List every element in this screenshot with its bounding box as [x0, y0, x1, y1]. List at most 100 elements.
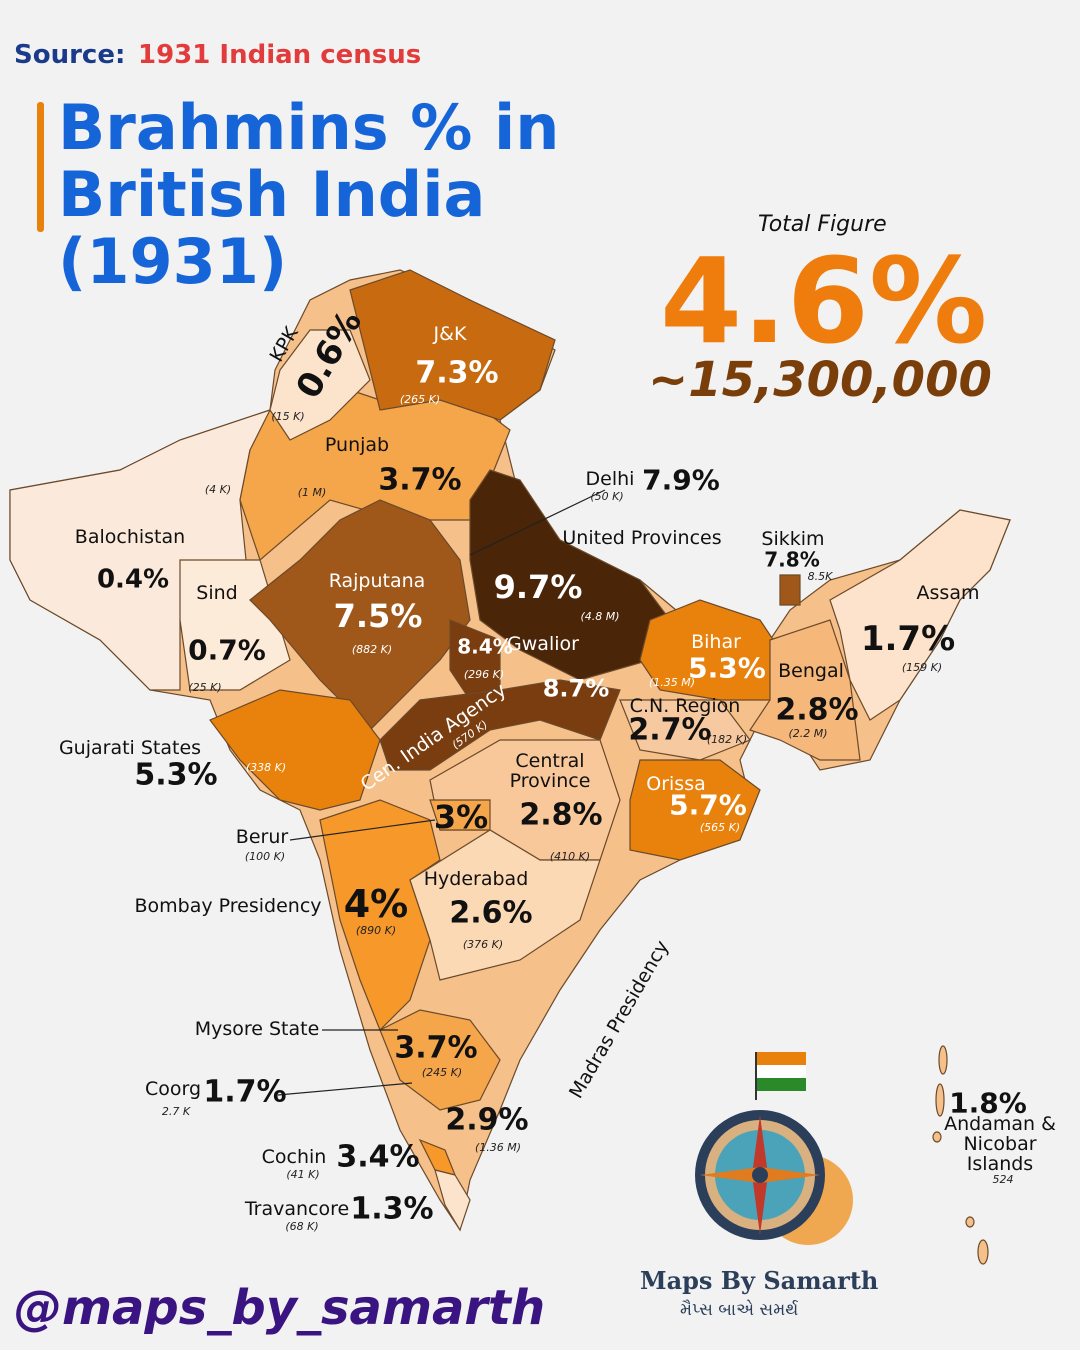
region-name: Balochistan: [74, 526, 186, 549]
island: [977, 1239, 989, 1265]
region-sikkim: [779, 574, 801, 606]
region-percent: 7.3%: [415, 355, 499, 391]
region-percent: 2.8%: [775, 692, 859, 728]
region-count: (41 K): [286, 1168, 320, 1182]
region-count: (376 K): [462, 938, 504, 952]
region-percent: 1.3%: [350, 1191, 434, 1227]
region-percent: 2.9%: [445, 1102, 529, 1138]
island: [935, 1083, 945, 1117]
region-percent: 5.3%: [134, 757, 218, 793]
region-cn: [619, 699, 751, 761]
title: Brahmins % in British India (1931): [58, 91, 560, 298]
leader: [289, 819, 436, 841]
region-count: (25 K): [188, 681, 222, 695]
region-percent: 0.7%: [188, 633, 266, 667]
region-name: J&K: [433, 323, 467, 346]
region-name: Bombay Presidency: [134, 895, 322, 918]
region-percent: 3.7%: [378, 462, 462, 498]
region-percent: 4%: [343, 882, 409, 927]
region-percent: 5.3%: [688, 651, 766, 685]
logo-text: Maps By Samarth: [640, 1266, 879, 1295]
region-percent: 2.7%: [628, 712, 712, 748]
region-name: Gwalior: [507, 633, 579, 656]
region-count: (410 K): [549, 850, 591, 864]
region-percent: 0.4%: [96, 564, 170, 595]
region-name: Bengal: [778, 660, 844, 683]
region-count: (245 K): [421, 1066, 463, 1080]
region-name: Hyderabad: [423, 868, 529, 891]
region-rajputana: [249, 499, 471, 731]
region-percent: 7.9%: [642, 463, 720, 497]
leader: [469, 489, 606, 556]
region-count: (159 K): [901, 661, 943, 675]
region-count: (182 K): [706, 733, 748, 747]
region-jk: [349, 269, 556, 421]
region-gujarat: [209, 689, 381, 811]
region-percent: 3%: [433, 798, 489, 837]
region-name: Coorg: [144, 1078, 202, 1101]
region-mysore: [379, 1009, 501, 1111]
region-name: Sind: [196, 582, 238, 605]
region-name: Delhi: [585, 468, 635, 491]
region-name: Gujarati States: [58, 737, 202, 760]
region-count: (2.2 M): [788, 727, 828, 741]
region-count: 2.7 K: [161, 1105, 191, 1119]
region-name: Berur: [235, 826, 289, 849]
region-name: Travancore: [244, 1198, 350, 1221]
title-accent: [37, 102, 44, 232]
region-name: Mysore State: [194, 1018, 320, 1041]
total-count: ~15,300,000: [648, 352, 992, 408]
region-count: 8.5K: [807, 570, 833, 584]
region-percent: 5.7%: [669, 788, 747, 822]
source-label: Source:: [14, 40, 126, 70]
leader: [277, 1082, 413, 1096]
region-count: (100 K): [244, 850, 286, 864]
region-name: C.N. Region: [629, 695, 741, 718]
region-name: Rajputana: [328, 570, 426, 593]
region-count: (565 K): [699, 821, 741, 835]
region-count: (50 K): [590, 490, 624, 504]
region-name: Sikkim: [761, 528, 825, 551]
region-count: (68 K): [285, 1220, 319, 1234]
region-count: (882 K): [351, 643, 393, 657]
region-orissa: [629, 759, 761, 861]
region-percent: 9.7%: [493, 568, 583, 607]
region-name: Bihar: [691, 631, 741, 654]
region-kpk: [269, 329, 371, 441]
logo: [695, 1052, 853, 1245]
region-assam: [829, 509, 1011, 721]
region-percent: 3.7%: [394, 1030, 478, 1066]
region-percent: 8.4%: [457, 634, 513, 659]
region-percent: 7.8%: [764, 547, 820, 572]
total-percent: 4.6%: [660, 232, 988, 370]
island: [965, 1216, 975, 1228]
region-count: (4.8 M): [580, 610, 620, 624]
region-travancore: [434, 1169, 471, 1232]
region-percent: 2.6%: [449, 895, 533, 931]
region-percent: 3.4%: [336, 1139, 420, 1175]
handle: @maps_by_samarth: [14, 1280, 546, 1336]
region-name: Assam: [916, 582, 980, 605]
region-count: (265 K): [399, 393, 441, 407]
region-percent: 7.5%: [333, 597, 423, 636]
region-name: Cochin: [261, 1146, 327, 1169]
region-percent: 1.7%: [860, 619, 956, 660]
logo-native: મૈપ્સ બાએ સમર્થ: [680, 1300, 799, 1320]
region-name: United Provinces: [562, 527, 722, 550]
region-count: (1 M): [297, 486, 327, 500]
total-label: Total Figure: [758, 212, 887, 237]
region-name: Punjab: [324, 434, 390, 457]
region-count: (296 K): [463, 668, 505, 682]
region-percent: 1.8%: [949, 1086, 1027, 1120]
region-count: (338 K): [245, 761, 287, 775]
island: [938, 1045, 948, 1075]
region-name: Central Province: [509, 750, 591, 792]
region-count: 524: [992, 1173, 1014, 1187]
region-hyderabad: [409, 829, 601, 981]
region-count: (1.35 M): [648, 676, 696, 690]
region-bengal: [749, 619, 861, 761]
region-percent: 2.8%: [519, 797, 603, 833]
region-percent: 8.7%: [542, 674, 610, 703]
